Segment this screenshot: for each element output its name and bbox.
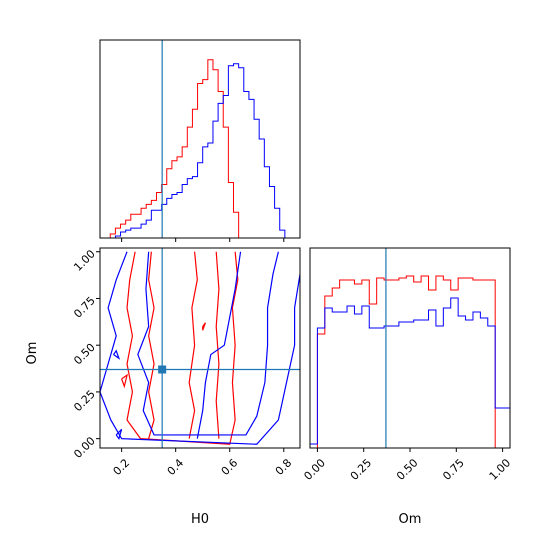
contour-line-red-3 [215,251,220,439]
truth-point-marker [158,365,167,374]
contour-x-axis-label: H0 [191,512,209,527]
contour-line-red-0 [126,251,239,445]
h0-histogram-panel [99,39,301,242]
contour-line-red-4 [121,373,128,389]
contour-frame [99,247,301,449]
om-histogram-series-blue [309,297,511,448]
contour-line-blue-1 [137,251,279,436]
contour-y-axis-label: Om [25,342,40,365]
h0-histogram-series-blue [100,63,296,239]
contour-line-red-1 [148,251,155,439]
contour-line-blue-2 [196,251,242,439]
contour-line-red-2 [188,251,198,439]
contour-line-blue-4 [115,428,123,441]
contour-line-blue-3 [113,349,121,360]
om-x-axis-label: Om [399,512,422,527]
om-histogram-series-red [310,275,510,449]
contour-line-blue-0 [100,251,300,445]
contour-line-red-5 [202,322,206,331]
h0-histogram-frame [99,39,301,239]
